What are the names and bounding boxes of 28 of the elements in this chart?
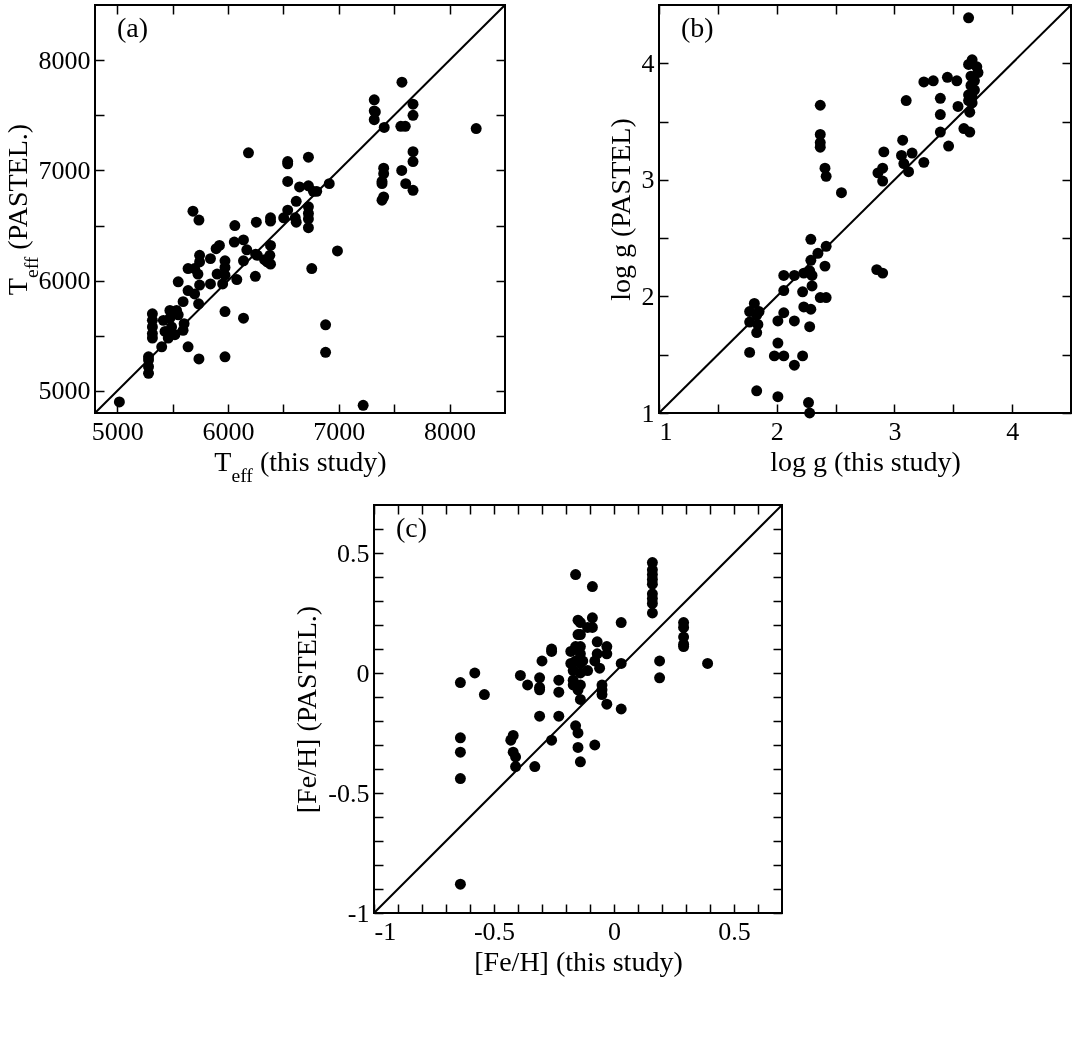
x-tick-label: 2 bbox=[770, 416, 784, 446]
y-tick-label: 0 bbox=[356, 658, 370, 688]
x-tick-label: 0.5 bbox=[718, 916, 751, 946]
x-axis-title: log g (this study) bbox=[770, 445, 961, 477]
y-tick-label: 3 bbox=[641, 165, 655, 195]
x-tick-label: 8000 bbox=[424, 416, 477, 446]
annotation: (b) bbox=[681, 12, 714, 43]
x-axis-title: T$_{eff}$ (this study) bbox=[214, 445, 387, 485]
y-tick-label: 0.5 bbox=[337, 538, 370, 568]
x-tick-label: 4 bbox=[1006, 416, 1020, 446]
x-tick-label: 5000 bbox=[91, 416, 144, 446]
y-tick-label: 7000 bbox=[38, 155, 91, 185]
y-tick-label: 5000 bbox=[38, 376, 91, 406]
x-tick-label: -1 bbox=[374, 916, 397, 946]
x-tick-label: 6000 bbox=[202, 416, 255, 446]
y-tick-label: 6000 bbox=[38, 266, 91, 296]
y-tick-label: 4 bbox=[641, 48, 655, 78]
y-axis-title: log g (PASTEL) bbox=[604, 118, 636, 301]
annotation: (c) bbox=[396, 512, 428, 543]
y-tick-label: -0.5 bbox=[328, 778, 370, 808]
y-tick-label: 8000 bbox=[38, 45, 91, 75]
y-tick-label: 2 bbox=[641, 281, 655, 311]
x-axis-title: [Fe/H] (this study) bbox=[474, 945, 683, 977]
x-tick-label: 0 bbox=[608, 916, 621, 946]
x-tick-label: 3 bbox=[888, 416, 902, 446]
annotation: (a) bbox=[117, 12, 149, 43]
y-axis-title: [Fe/H] (PASTEL.) bbox=[291, 605, 323, 814]
x-tick-label: -0.5 bbox=[473, 916, 516, 946]
